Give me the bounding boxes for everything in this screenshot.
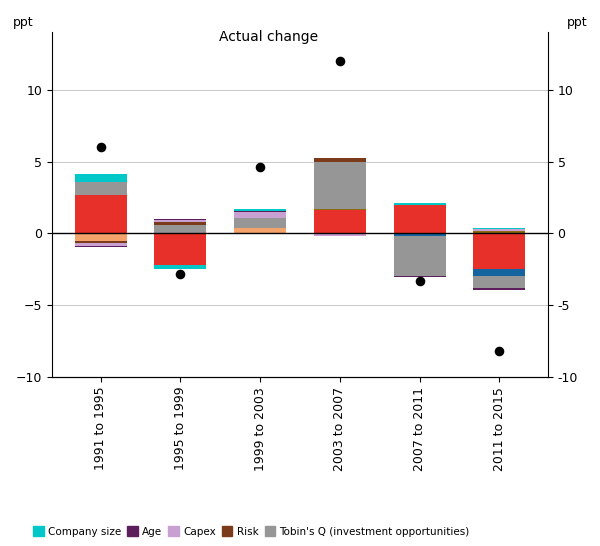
- Bar: [394, 205, 446, 233]
- Bar: [473, 233, 525, 269]
- Point: [96, 143, 106, 152]
- Bar: [75, 246, 127, 247]
- Bar: [75, 194, 127, 233]
- Point: [256, 163, 265, 171]
- Text: ppt: ppt: [567, 16, 587, 29]
- Bar: [75, 241, 127, 243]
- Bar: [154, 222, 206, 225]
- Bar: [75, 174, 127, 182]
- Bar: [154, 219, 206, 221]
- Bar: [394, 235, 446, 276]
- Bar: [234, 209, 286, 211]
- Bar: [154, 221, 206, 222]
- Point: [494, 347, 504, 355]
- Bar: [473, 276, 525, 288]
- Bar: [473, 228, 525, 229]
- Text: ppt: ppt: [13, 16, 33, 29]
- Bar: [234, 228, 286, 233]
- Bar: [314, 209, 366, 210]
- Bar: [314, 210, 366, 233]
- Bar: [75, 233, 127, 241]
- Bar: [234, 218, 286, 228]
- Legend: Company size, Age, Capex, Risk, Tobin's Q (investment opportunities): Company size, Age, Capex, Risk, Tobin's …: [29, 522, 473, 541]
- Bar: [473, 288, 525, 290]
- Bar: [473, 230, 525, 233]
- Bar: [314, 162, 366, 209]
- Bar: [154, 265, 206, 269]
- Bar: [234, 211, 286, 212]
- Point: [335, 57, 344, 66]
- Bar: [75, 182, 127, 194]
- Point: [415, 276, 424, 285]
- Bar: [394, 203, 446, 205]
- Text: Actual change: Actual change: [218, 29, 317, 44]
- Bar: [473, 269, 525, 276]
- Bar: [154, 233, 206, 265]
- Bar: [473, 229, 525, 230]
- Bar: [314, 158, 366, 162]
- Bar: [394, 233, 446, 235]
- Bar: [314, 233, 366, 236]
- Bar: [154, 225, 206, 233]
- Point: [176, 269, 185, 278]
- Bar: [234, 212, 286, 218]
- Bar: [75, 243, 127, 246]
